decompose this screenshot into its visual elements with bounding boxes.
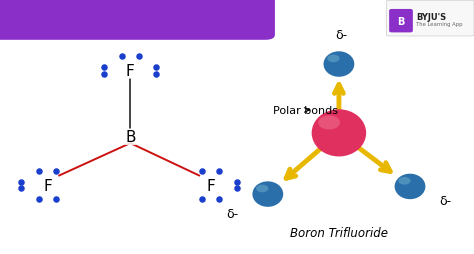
Point <box>52 197 60 201</box>
Ellipse shape <box>252 182 283 207</box>
Text: 3: 3 <box>216 20 223 30</box>
Point <box>135 55 143 59</box>
Point <box>233 180 241 184</box>
FancyArrowPatch shape <box>352 143 390 172</box>
Ellipse shape <box>327 55 339 63</box>
Ellipse shape <box>311 110 366 157</box>
Point <box>118 55 126 59</box>
Text: Hybridization of BF: Hybridization of BF <box>9 9 204 27</box>
Point <box>35 197 43 201</box>
Point <box>216 197 223 201</box>
Text: The Learning App: The Learning App <box>416 22 463 27</box>
Point <box>153 72 160 76</box>
Text: B: B <box>397 17 405 27</box>
FancyBboxPatch shape <box>389 10 413 33</box>
Text: δ-: δ- <box>439 194 452 207</box>
Point <box>216 169 223 173</box>
Point <box>153 66 160 70</box>
FancyArrowPatch shape <box>335 85 343 121</box>
FancyArrowPatch shape <box>286 143 327 179</box>
Point <box>52 169 60 173</box>
Ellipse shape <box>256 185 268 193</box>
Text: F: F <box>43 178 52 193</box>
Text: B: B <box>125 130 136 145</box>
Point <box>233 187 241 191</box>
Text: δ-: δ- <box>226 207 238 220</box>
Text: δ-: δ- <box>335 29 347 42</box>
Point <box>35 169 43 173</box>
Point <box>199 169 206 173</box>
FancyBboxPatch shape <box>386 1 474 37</box>
Text: BYJU'S: BYJU'S <box>416 13 447 22</box>
Text: Boron Trifluoride: Boron Trifluoride <box>290 226 388 239</box>
Ellipse shape <box>398 177 410 185</box>
Text: F: F <box>126 64 135 78</box>
Ellipse shape <box>394 174 425 199</box>
Point <box>199 197 206 201</box>
Point <box>18 180 25 184</box>
Point <box>100 72 108 76</box>
FancyBboxPatch shape <box>0 0 275 41</box>
Point <box>18 187 25 191</box>
Point <box>100 66 108 70</box>
Text: F: F <box>207 178 215 193</box>
Ellipse shape <box>323 52 354 77</box>
Text: Polar bonds: Polar bonds <box>273 105 338 116</box>
Ellipse shape <box>318 116 340 130</box>
